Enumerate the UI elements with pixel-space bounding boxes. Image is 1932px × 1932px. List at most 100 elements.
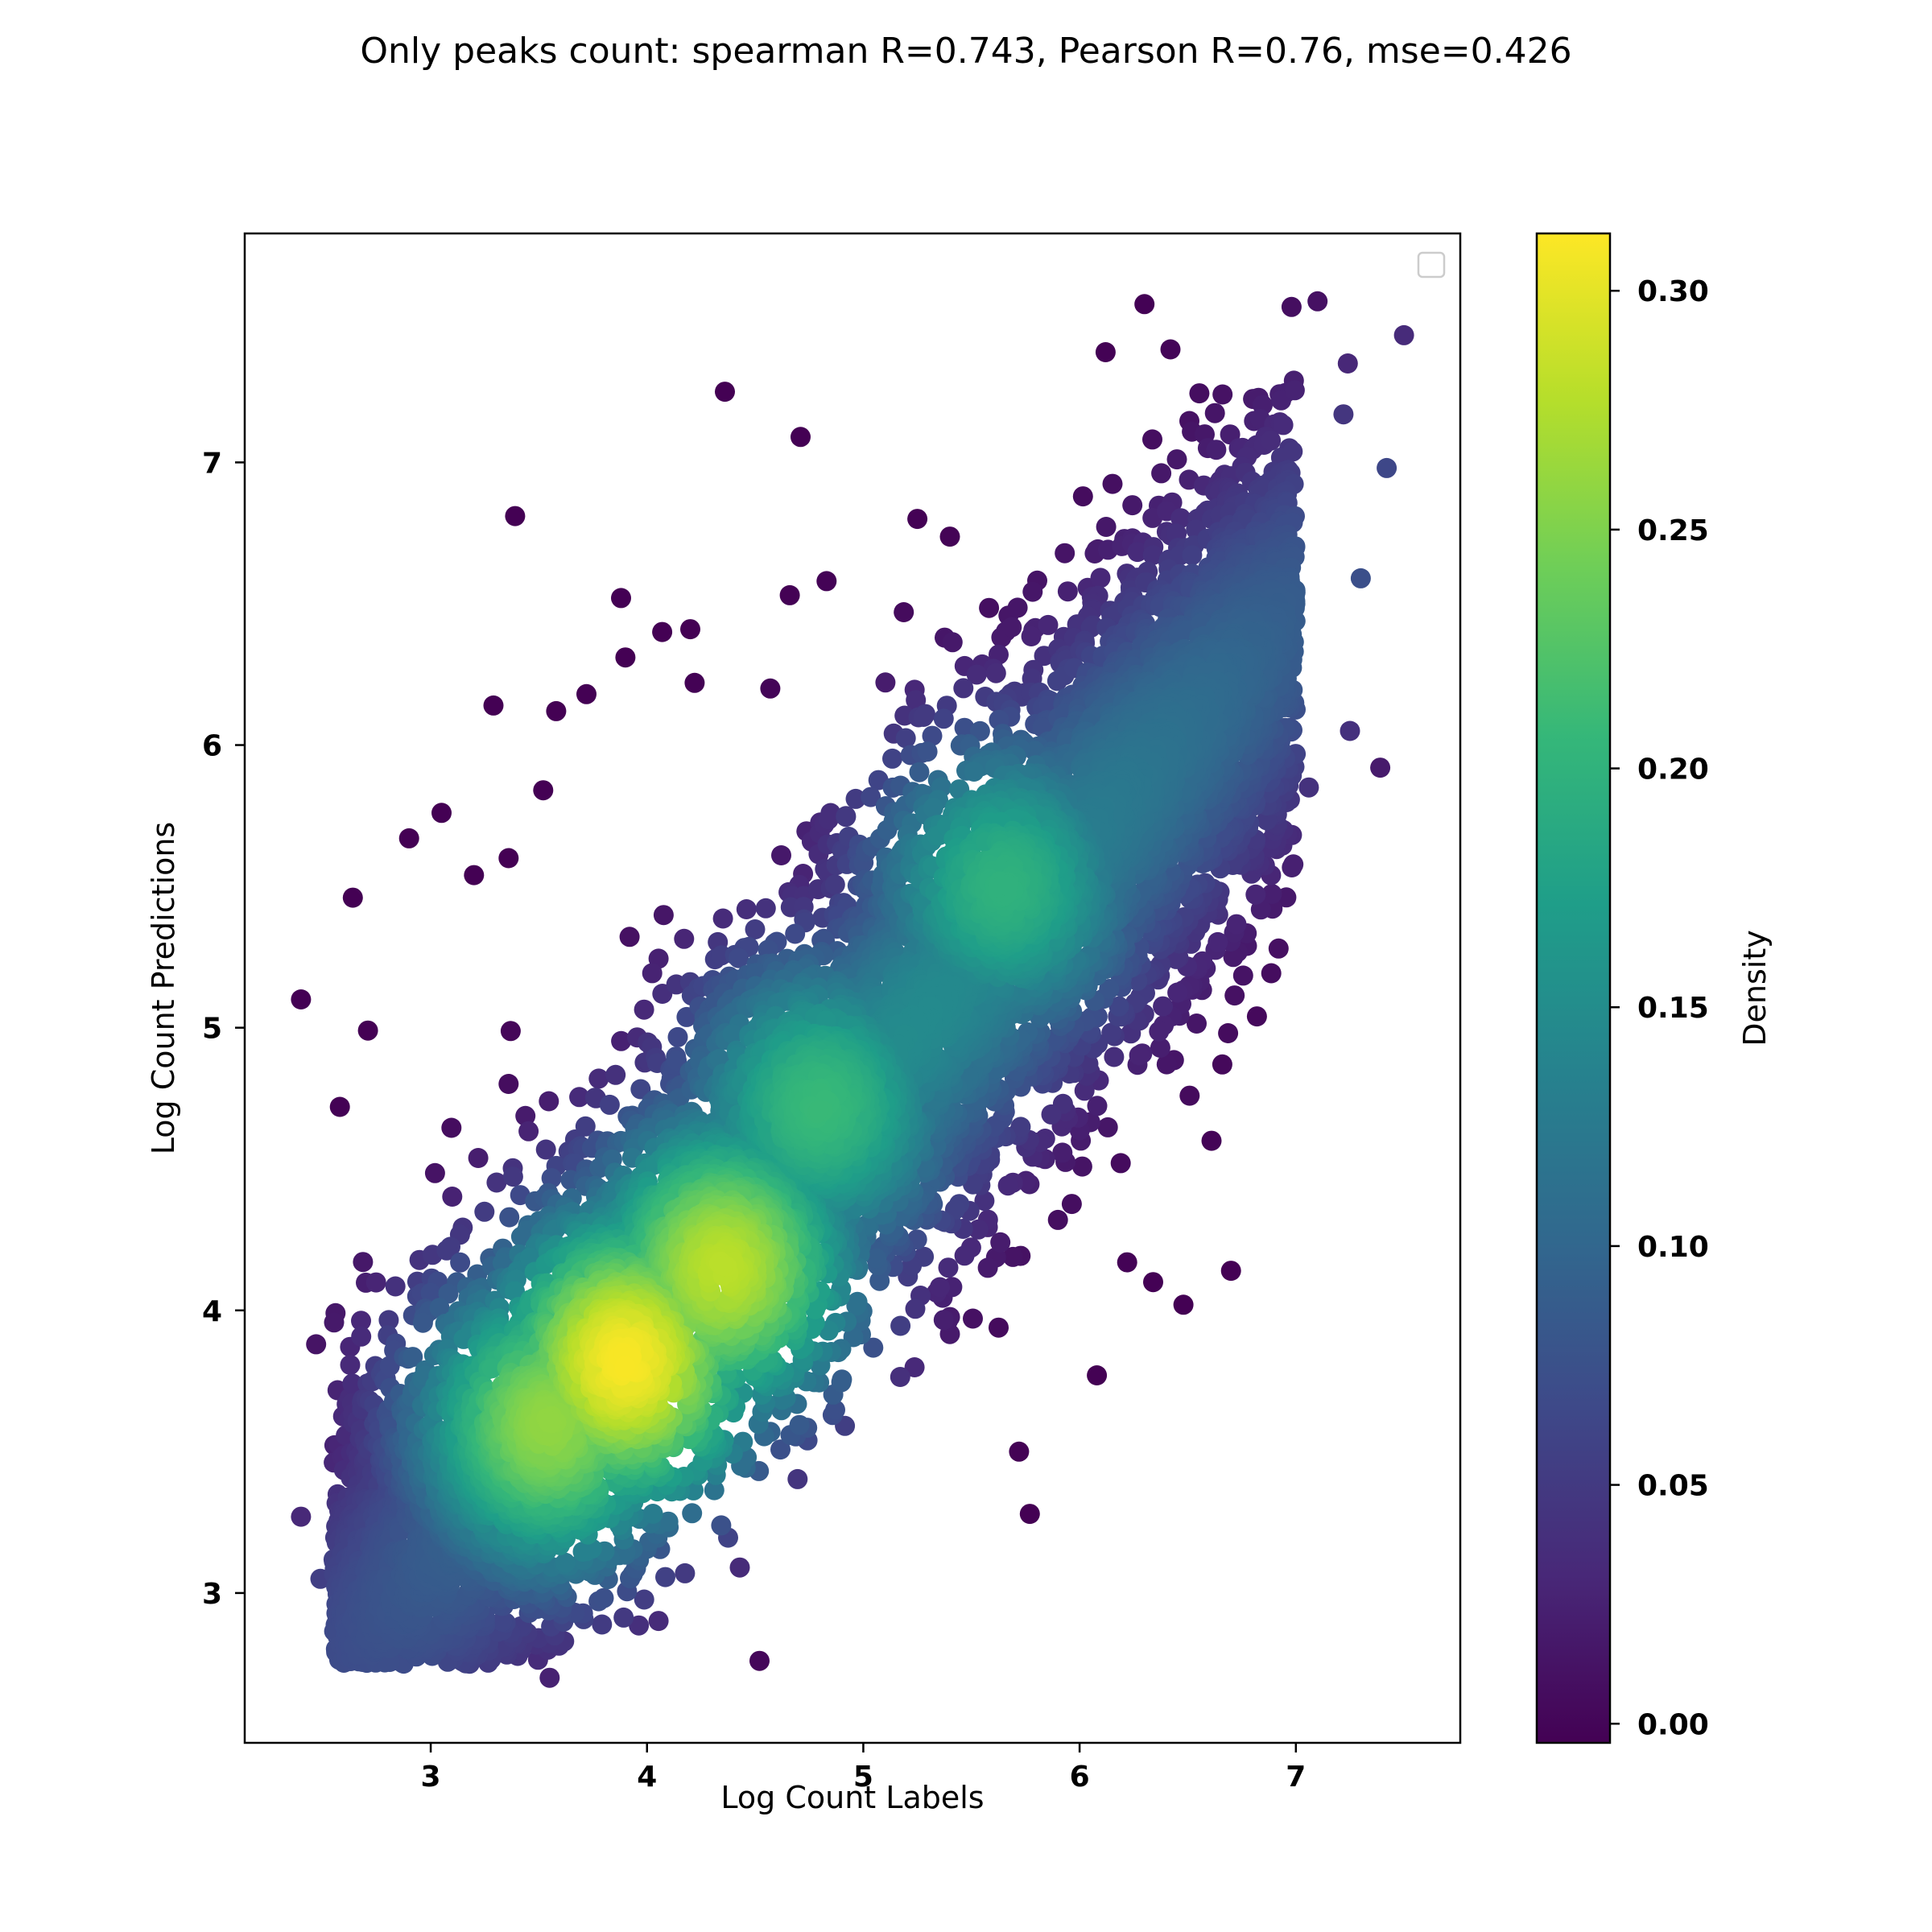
data-point bbox=[1273, 415, 1294, 436]
data-point bbox=[1377, 457, 1397, 478]
data-point bbox=[502, 1166, 523, 1187]
data-point bbox=[1022, 581, 1043, 602]
data-point bbox=[340, 1355, 361, 1375]
data-point bbox=[431, 803, 452, 824]
data-point bbox=[324, 1312, 345, 1333]
data-point bbox=[1110, 1153, 1131, 1174]
data-point bbox=[1261, 884, 1282, 904]
data-point bbox=[518, 1121, 539, 1141]
data-point bbox=[353, 1252, 374, 1273]
data-point bbox=[1283, 854, 1304, 875]
data-point bbox=[1212, 1054, 1232, 1075]
data-point bbox=[420, 1282, 441, 1303]
data-point bbox=[546, 700, 567, 721]
data-point bbox=[1160, 339, 1181, 360]
data-point bbox=[1095, 342, 1116, 362]
data-point bbox=[933, 708, 954, 729]
data-point bbox=[1166, 449, 1187, 470]
data-point bbox=[464, 865, 485, 886]
data-point bbox=[474, 1201, 495, 1222]
data-point bbox=[904, 1357, 925, 1377]
data-point bbox=[1182, 545, 1203, 566]
data-point bbox=[1153, 996, 1174, 1017]
data-point bbox=[974, 1191, 995, 1212]
data-point bbox=[1281, 296, 1302, 317]
data-point bbox=[599, 1094, 620, 1115]
data-point bbox=[789, 1414, 810, 1435]
data-point bbox=[979, 597, 1000, 618]
data-point bbox=[787, 1468, 808, 1489]
data-point bbox=[729, 1557, 750, 1578]
data-point bbox=[1090, 568, 1111, 588]
data-point bbox=[861, 786, 881, 807]
data-point bbox=[1307, 291, 1328, 312]
data-point bbox=[917, 741, 938, 762]
data-point bbox=[1201, 1130, 1222, 1151]
data-point bbox=[1074, 1080, 1095, 1101]
data-point bbox=[745, 919, 766, 939]
data-point bbox=[1150, 1038, 1170, 1058]
data-point bbox=[875, 672, 896, 693]
data-point bbox=[894, 602, 914, 622]
data-point bbox=[760, 678, 781, 699]
data-point bbox=[1226, 914, 1247, 935]
data-point bbox=[593, 1587, 614, 1608]
data-point bbox=[1282, 441, 1303, 462]
data-point bbox=[535, 1139, 556, 1160]
data-point bbox=[890, 1367, 910, 1387]
data-point bbox=[1151, 463, 1172, 484]
data-point bbox=[825, 1399, 845, 1420]
data-point bbox=[611, 588, 631, 609]
data-point bbox=[1002, 1246, 1023, 1267]
data-point bbox=[715, 382, 735, 402]
data-point bbox=[966, 664, 987, 685]
data-point bbox=[630, 1079, 651, 1100]
data-point bbox=[963, 1308, 983, 1329]
data-point bbox=[634, 1589, 654, 1610]
chart-title: Only peaks count: spearman R=0.743, Pear… bbox=[360, 31, 1572, 72]
data-point bbox=[711, 1515, 732, 1536]
data-point bbox=[791, 427, 811, 448]
data-point bbox=[933, 1310, 954, 1331]
data-point bbox=[939, 526, 960, 547]
data-point bbox=[613, 1607, 634, 1628]
data-point bbox=[1117, 1252, 1137, 1273]
data-point bbox=[953, 678, 974, 699]
data-point bbox=[1047, 1209, 1068, 1230]
data-point bbox=[1187, 1013, 1207, 1034]
data-point bbox=[652, 621, 673, 642]
data-point bbox=[712, 908, 733, 929]
data-point bbox=[611, 1030, 632, 1051]
data-point bbox=[642, 1504, 663, 1524]
data-point bbox=[1208, 931, 1228, 952]
data-point bbox=[895, 728, 916, 749]
data-point bbox=[642, 963, 663, 984]
data-point bbox=[667, 1051, 687, 1071]
data-point bbox=[1142, 545, 1163, 565]
data-point bbox=[680, 619, 700, 640]
data-point bbox=[1170, 508, 1191, 529]
data-point bbox=[930, 1277, 950, 1298]
data-point bbox=[1261, 963, 1282, 984]
data-point bbox=[412, 1312, 433, 1333]
data-point bbox=[1370, 758, 1391, 778]
data-point bbox=[486, 1172, 507, 1193]
data-point bbox=[667, 1026, 688, 1047]
data-point bbox=[736, 899, 757, 919]
data-point bbox=[1122, 495, 1143, 516]
data-point bbox=[977, 1257, 998, 1278]
data-point bbox=[291, 989, 312, 1009]
data-point bbox=[942, 632, 963, 653]
data-point bbox=[500, 1021, 521, 1042]
data-point bbox=[869, 1270, 890, 1291]
data-point bbox=[398, 828, 419, 848]
data-point bbox=[555, 1552, 576, 1573]
data-point bbox=[938, 1257, 959, 1278]
data-point bbox=[922, 725, 943, 746]
data-point bbox=[954, 1245, 975, 1266]
data-point bbox=[863, 1337, 884, 1358]
data-point bbox=[845, 788, 866, 809]
data-point bbox=[351, 1326, 372, 1347]
data-point bbox=[1143, 1272, 1163, 1293]
data-point bbox=[913, 707, 934, 727]
